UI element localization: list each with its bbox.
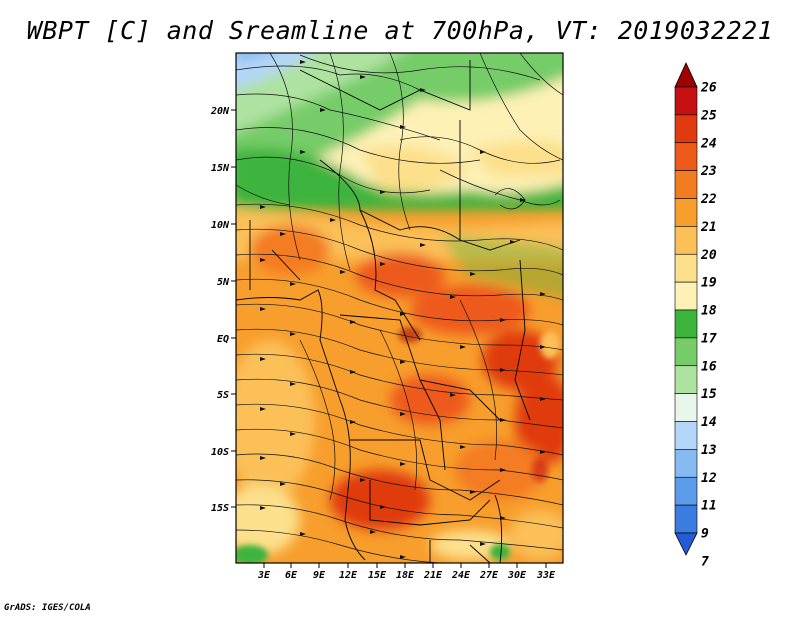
colorbar-label: 21: [700, 220, 717, 235]
colorbar-label: 12: [701, 471, 717, 486]
lat-label-5n: 5N: [217, 277, 230, 288]
colorbar-label: 26: [700, 81, 717, 96]
colorbar-cell: [674, 281, 698, 311]
colorbar-triangle-top: [674, 62, 698, 88]
map-title: WBPT [C] and Sreamline at 700hPa, VT: 20…: [26, 16, 774, 45]
lon-label-24e: 24E: [451, 570, 471, 581]
colorbar-cell: [674, 337, 698, 367]
streamlines: [236, 53, 563, 563]
colorbar-label: 19: [701, 276, 717, 291]
lon-label-18e: 18E: [396, 570, 415, 581]
colorbar-cell: [674, 421, 698, 450]
colorbar-label: 15: [701, 387, 717, 402]
lat-label-10s: 10S: [211, 447, 229, 458]
lon-ticks: [263, 563, 547, 568]
colorbar-label: 13: [701, 443, 717, 458]
colorbar-cell: [674, 86, 698, 116]
colorbar-label: 23: [700, 164, 717, 179]
colorbar-cell: [674, 309, 698, 339]
footer-credit: GrADS: IGES/COLA: [4, 603, 91, 613]
country-borders: [236, 60, 531, 563]
map-frame: [235, 52, 564, 564]
colorbar-cell: [674, 476, 698, 506]
lat-label-15s: 15S: [211, 503, 229, 514]
colorbar-cell: [674, 393, 698, 422]
colorbar-cell: [674, 170, 698, 199]
colorbar-label: 16: [701, 359, 717, 374]
colorbar-cell: [674, 226, 698, 255]
lat-label-eq: EQ: [217, 334, 229, 345]
lon-label-9e: 9E: [313, 570, 326, 581]
colorbar: 26 25 24 23 22 21 20 19 18 17 16 15 14 13 12 11 9 7: [674, 62, 717, 569]
streamline-arrows: [260, 60, 546, 559]
colorbar-cell: [674, 114, 698, 144]
colorbar-label: 24: [700, 136, 717, 151]
colorbar-triangle-bottom: [674, 532, 698, 556]
colorbar-label: 11: [701, 499, 717, 514]
lon-label-12e: 12E: [339, 570, 358, 581]
lat-ticks: [231, 109, 236, 508]
colorbar-label: 22: [700, 192, 717, 207]
lon-label-21e: 21E: [423, 570, 443, 581]
lon-label-15e: 15E: [368, 570, 387, 581]
colorbar-cell: [674, 198, 698, 227]
lat-label-10n: 10N: [211, 220, 230, 231]
colorbar-label: 7: [701, 554, 709, 569]
lon-label-6e: 6E: [285, 570, 298, 581]
colorbar-cell: [674, 142, 698, 171]
lon-label-30e: 30E: [507, 570, 527, 581]
colorbar-cell: [674, 365, 698, 394]
lon-label-3e: 3E: [257, 570, 271, 581]
colorbar-label: 18: [701, 304, 717, 319]
colorbar-label: 17: [701, 331, 717, 346]
colorbar-cell: [674, 449, 698, 478]
colorbar-cell: [674, 504, 698, 534]
lon-label-33e: 33E: [536, 570, 556, 581]
colorbar-label: 20: [700, 248, 717, 263]
lat-label-5s: 5S: [217, 390, 229, 401]
lon-label-27e: 27E: [479, 570, 499, 581]
colorbar-label: 9: [701, 527, 709, 542]
colorbar-cell: [674, 253, 698, 283]
wbpt-field: [236, 53, 563, 563]
colorbar-label: 14: [701, 415, 717, 430]
colorbar-label: 25: [700, 108, 717, 123]
lat-label-20n: 20N: [210, 106, 230, 117]
lat-label-15n: 15N: [211, 163, 230, 174]
